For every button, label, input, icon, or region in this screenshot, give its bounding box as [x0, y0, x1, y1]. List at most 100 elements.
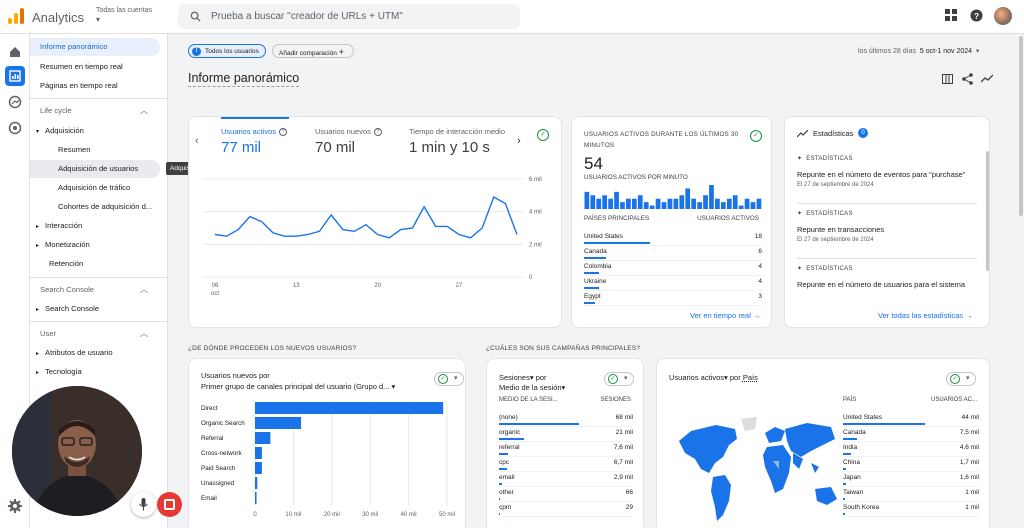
avatar[interactable] [994, 7, 1012, 25]
minute-bar[interactable] [679, 195, 685, 209]
minute-bar[interactable] [608, 198, 613, 209]
insights-trend-icon[interactable] [981, 74, 993, 84]
table-row[interactable]: China 1,7 mil [843, 457, 979, 472]
tab-active-users[interactable]: Usuarios activos? [221, 127, 288, 136]
minute-bar[interactable] [602, 195, 608, 209]
table-row[interactable]: organic 21 mil [499, 427, 633, 442]
data-point[interactable] [351, 228, 357, 234]
minute-bar[interactable] [697, 202, 702, 209]
table-row[interactable]: Canada 7,5 mil [843, 427, 979, 442]
nav-section-search-console[interactable]: Search Console ︿ [30, 281, 160, 299]
card-options-dropdown[interactable]: ✓ ▾ [604, 372, 634, 386]
minute-bar[interactable] [732, 195, 738, 209]
minute-bar[interactable] [715, 198, 720, 209]
advertising-icon[interactable] [7, 120, 23, 136]
channel-bar[interactable] [255, 492, 257, 504]
minute-bar[interactable] [655, 198, 661, 209]
data-point[interactable] [282, 233, 288, 239]
channel-bar[interactable] [255, 417, 302, 429]
data-point[interactable] [514, 232, 520, 238]
channel-bar[interactable] [255, 402, 444, 414]
home-icon[interactable] [7, 44, 23, 60]
table-row[interactable]: Japan 1,6 mil [843, 472, 979, 487]
minute-bar[interactable] [614, 191, 619, 209]
table-row[interactable]: United States 44 mil [843, 412, 979, 427]
minute-bar[interactable] [631, 198, 637, 209]
channel-bar[interactable] [255, 477, 258, 489]
minute-bar[interactable] [738, 205, 744, 209]
date-range-picker[interactable]: los últimos 28 días 5 oct-1 nov 2024 ▾ [858, 47, 979, 55]
minute-bar[interactable] [590, 195, 596, 209]
insight-item[interactable]: ✦ ESTADÍSTICAS Repunte en transacciones … [797, 210, 977, 243]
data-point[interactable] [468, 235, 474, 241]
nav-item-search-console[interactable]: ▸ Search Console [30, 300, 99, 318]
minute-bar[interactable] [584, 191, 590, 209]
view-realtime-link[interactable]: Ver en tiempo real → [690, 311, 760, 320]
explore-icon[interactable] [7, 94, 23, 110]
data-point[interactable] [317, 228, 323, 234]
table-row[interactable]: referral 7,6 mil [499, 442, 633, 457]
table-row[interactable]: United States 18 [584, 231, 762, 246]
minute-bar[interactable] [643, 202, 649, 209]
table-row[interactable]: Canada 6 [584, 246, 762, 261]
data-point[interactable] [409, 225, 415, 231]
search-input[interactable]: Prueba a buscar "creador de URLs + UTM" [178, 4, 520, 29]
next-metric-chevron-icon[interactable]: › [517, 135, 521, 147]
reports-icon[interactable] [5, 66, 25, 86]
data-point[interactable] [340, 227, 346, 233]
data-point[interactable] [305, 232, 311, 238]
data-point[interactable] [479, 225, 485, 231]
minute-bar[interactable] [667, 198, 673, 209]
data-point[interactable] [224, 233, 230, 239]
view-all-insights-link[interactable]: Ver todas las estadísticas → [878, 311, 973, 320]
stop-recording-button[interactable] [157, 492, 182, 517]
minute-bar[interactable] [661, 202, 667, 209]
help-circle-icon[interactable]: ? [279, 128, 288, 136]
data-point[interactable] [502, 201, 508, 207]
metric-selector[interactable]: Sesiones▾ por [499, 373, 547, 382]
data-point[interactable] [398, 227, 404, 233]
help-circle-icon[interactable]: ? [373, 128, 382, 136]
table-row[interactable]: Egypt 3 [584, 291, 762, 306]
data-point[interactable] [375, 232, 381, 238]
table-row[interactable]: Taiwan 1 mil [843, 487, 979, 502]
minute-bar[interactable] [709, 185, 714, 209]
customize-report-icon[interactable] [942, 74, 953, 84]
insight-item[interactable]: ✦ ESTADÍSTICAS Repunte en el número de u… [797, 265, 977, 289]
data-point[interactable] [444, 223, 450, 229]
nav-item-user-attributes[interactable]: ▸ Atributos de usuario [30, 344, 113, 362]
minute-bar[interactable] [726, 198, 732, 209]
segment-all-users[interactable]: T Todos los usuarios [188, 44, 266, 58]
data-point[interactable] [386, 235, 392, 241]
add-comparison-button[interactable]: Añadir comparación + [272, 44, 354, 58]
minute-bar[interactable] [685, 188, 691, 209]
nav-item-realtime-pages[interactable]: Páginas en tiempo real [30, 77, 118, 95]
card-title[interactable]: Usuarios activos▾ por País [669, 373, 758, 382]
share-icon[interactable] [962, 73, 973, 85]
minute-bar[interactable] [691, 198, 697, 209]
data-point[interactable] [212, 232, 218, 238]
nav-item-realtime-overview[interactable]: Resumen en tiempo real [30, 58, 123, 76]
data-point[interactable] [328, 212, 334, 218]
table-row[interactable]: South Korea 1 mil [843, 502, 979, 517]
account-selector[interactable]: Todas las cuentas ▾ [96, 6, 152, 24]
table-row[interactable]: other 66 [499, 487, 633, 502]
nav-item-acquisition[interactable]: ▾ Adquisición [30, 122, 84, 140]
data-point[interactable] [247, 214, 253, 220]
data-point[interactable] [270, 230, 276, 236]
nav-item-technology[interactable]: ▸ Tecnología [30, 363, 82, 381]
table-row[interactable]: Ukraine 4 [584, 276, 762, 291]
data-point[interactable] [491, 194, 497, 200]
table-row[interactable]: (none) 68 mil [499, 412, 633, 427]
minute-bar[interactable] [750, 202, 756, 209]
dimension-selector[interactable]: Medio de la sesión▾ [499, 383, 565, 392]
minute-bar[interactable] [703, 195, 708, 209]
minute-bar[interactable] [673, 198, 679, 209]
table-row[interactable]: Colombia 4 [584, 261, 762, 276]
minute-bar[interactable] [744, 198, 750, 209]
check-circle-icon[interactable]: ✓ [537, 129, 549, 141]
channel-bar[interactable] [255, 447, 262, 459]
nav-item-acquisition-cohorts[interactable]: Cohortes de adquisición d... [30, 198, 152, 216]
nav-section-user[interactable]: User ︿ [30, 325, 160, 343]
data-point[interactable] [421, 204, 427, 210]
